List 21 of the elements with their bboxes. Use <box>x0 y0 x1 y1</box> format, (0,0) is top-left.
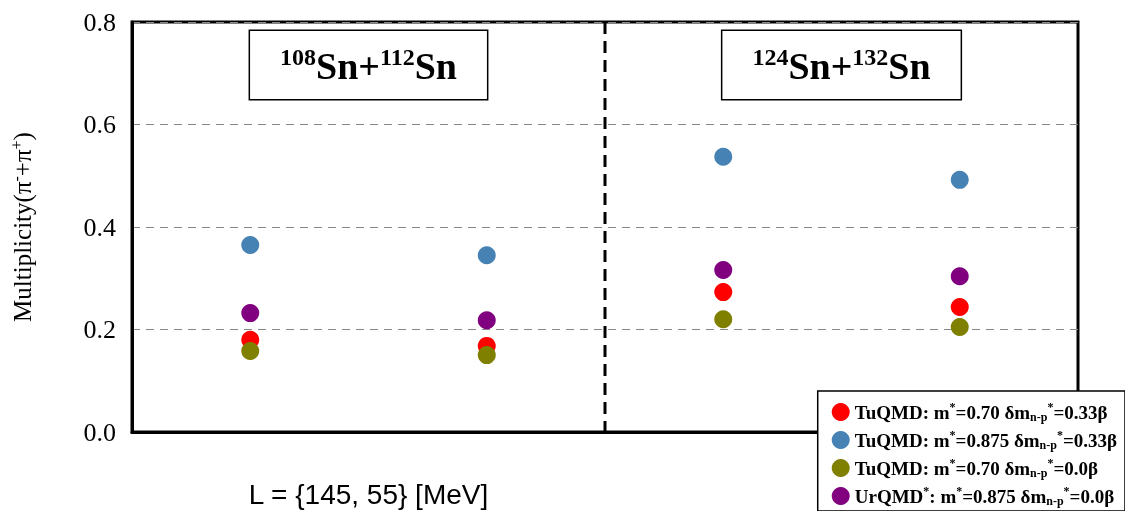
y-axis-title: Multiplicity(π-+π+) <box>7 132 37 322</box>
point <box>241 304 260 323</box>
point <box>241 342 260 361</box>
y-tick-label: 0.0 <box>83 417 116 447</box>
point <box>477 311 496 330</box>
x-axis-title: L = {145, 55} [MeV] <box>248 478 489 510</box>
point <box>950 170 969 189</box>
point <box>714 283 733 302</box>
point <box>714 147 733 166</box>
point <box>950 317 969 336</box>
point <box>714 310 733 329</box>
y-tick-label: 0.8 <box>83 7 116 37</box>
point <box>477 346 496 365</box>
point <box>950 297 969 316</box>
y-tick-label: 0.2 <box>83 315 116 344</box>
point <box>241 235 260 254</box>
point <box>950 267 969 286</box>
y-tick-label: 0.4 <box>83 212 116 242</box>
y-tick-label: 0.6 <box>83 110 116 139</box>
point <box>714 261 733 280</box>
point <box>477 246 496 265</box>
